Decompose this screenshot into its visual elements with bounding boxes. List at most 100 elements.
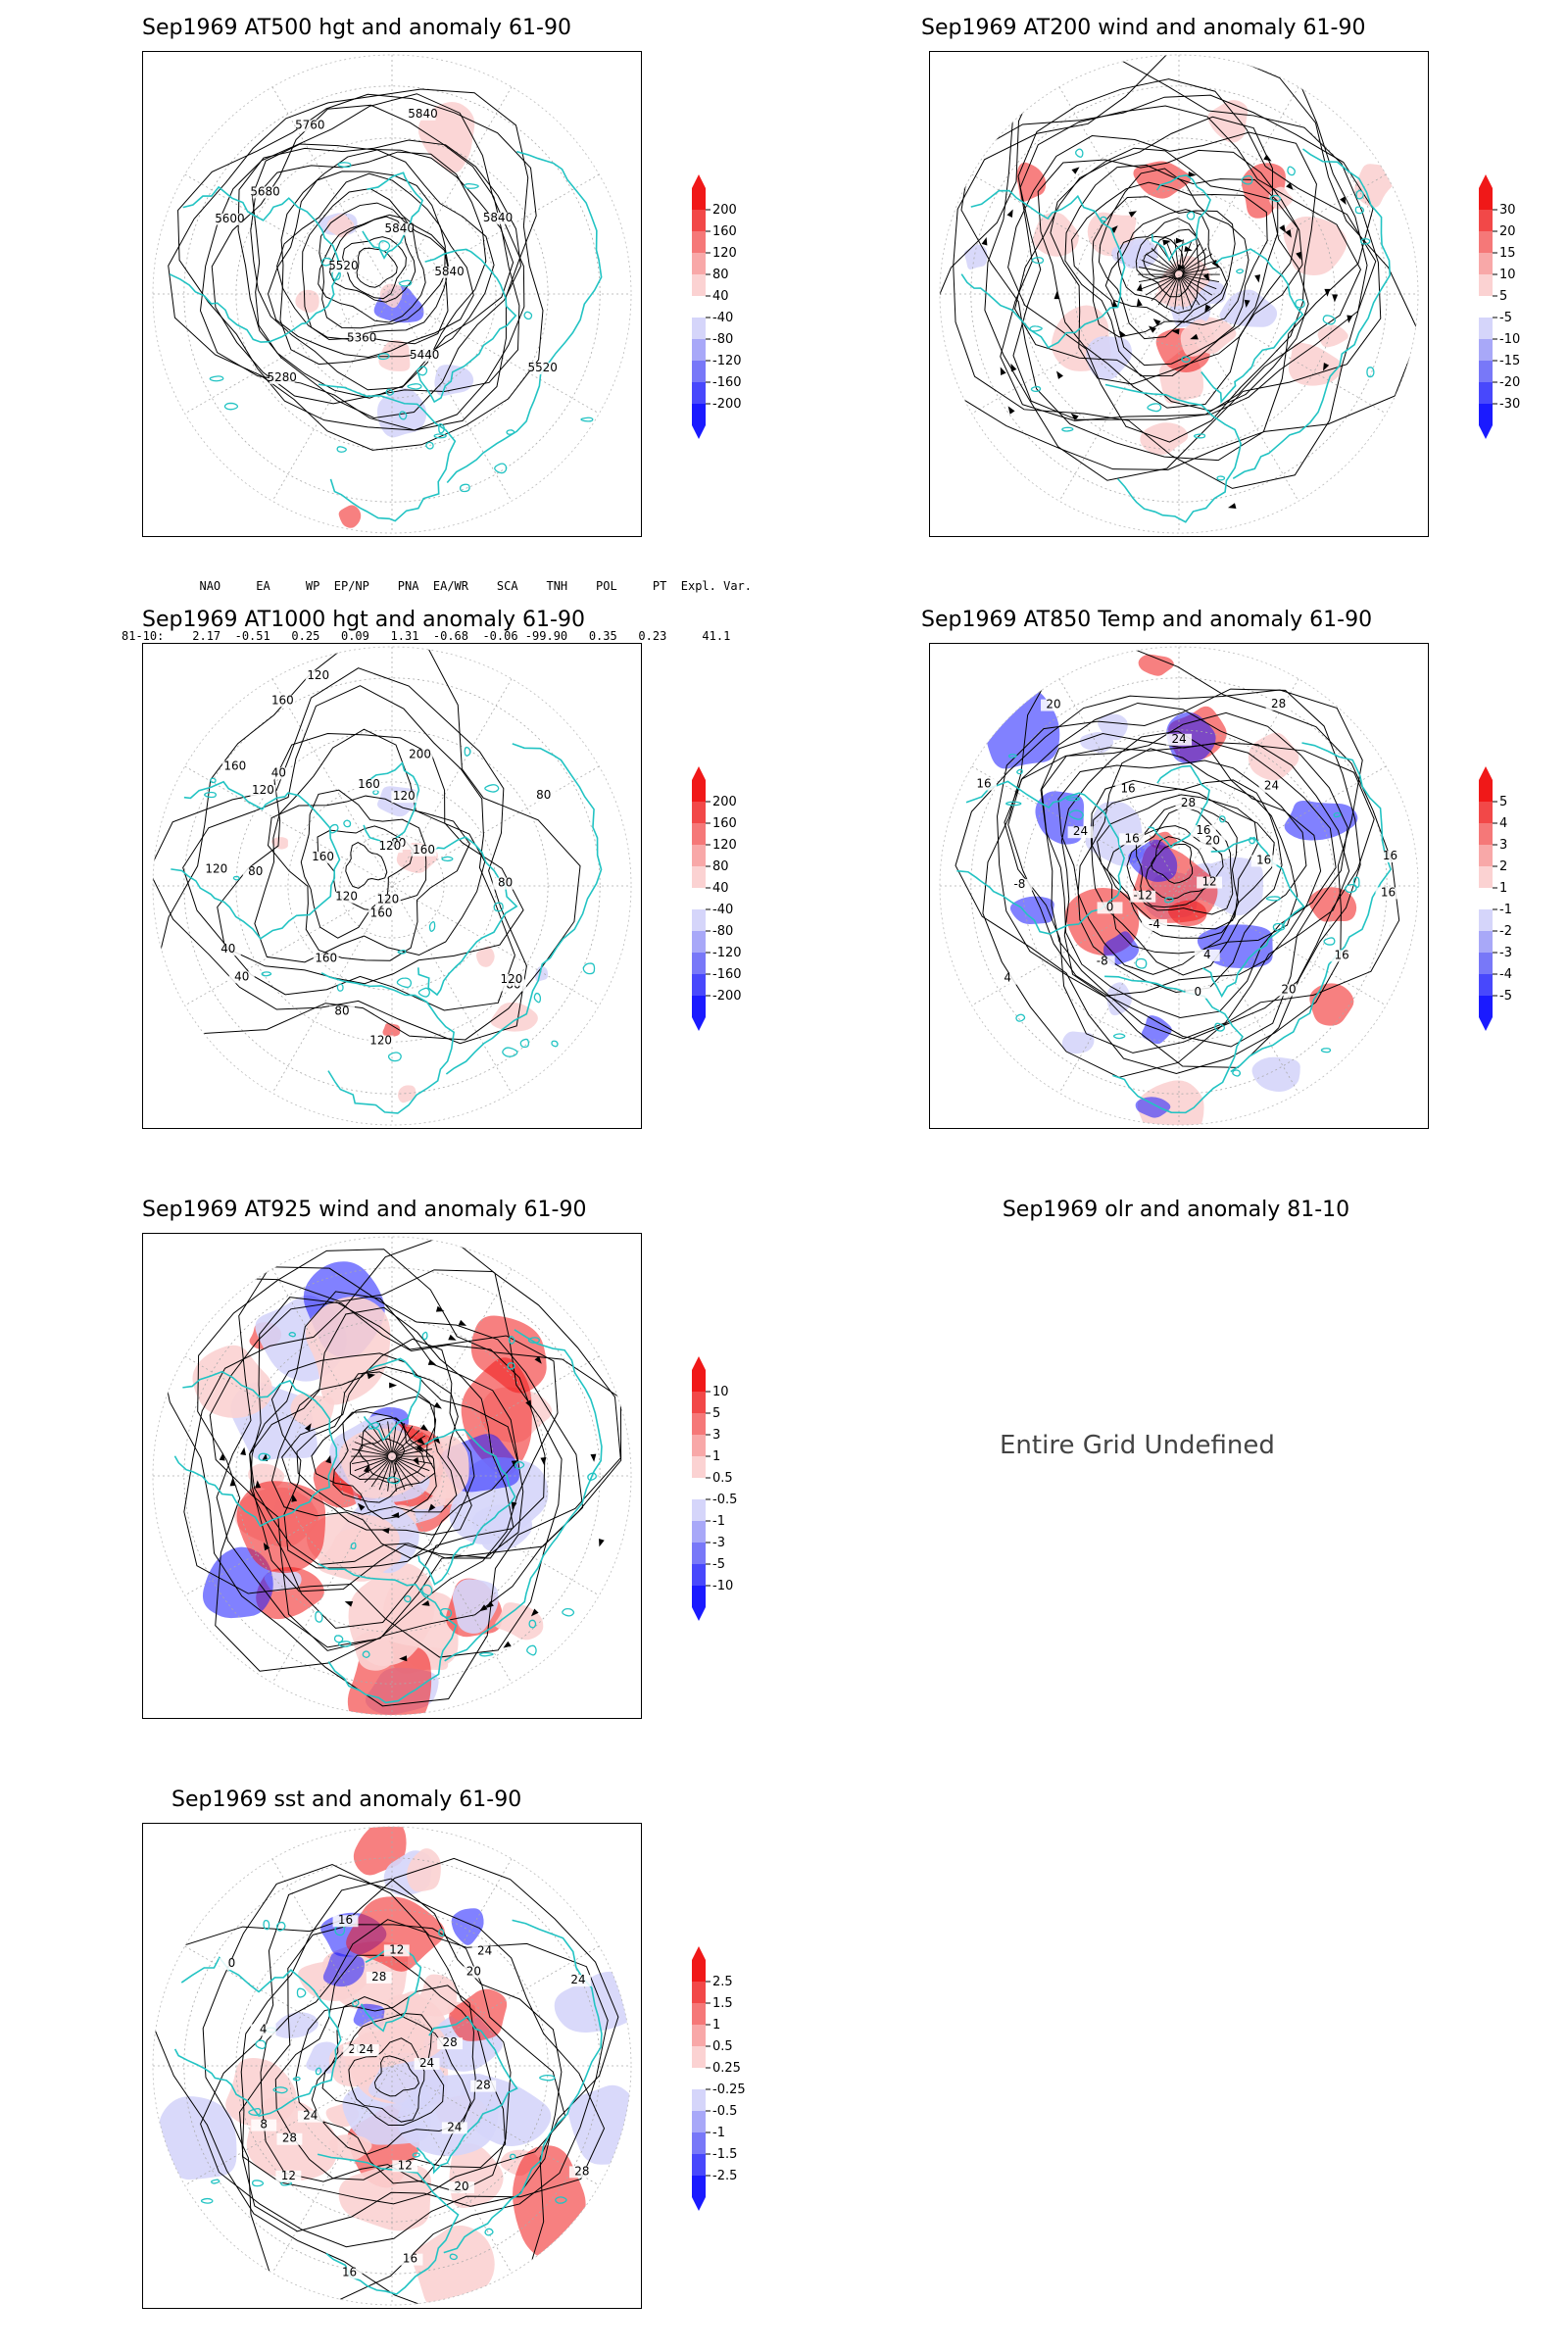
island-coastline [1241, 174, 1253, 185]
contour-line [168, 88, 544, 451]
contour-line [1007, 711, 1348, 1048]
contour-label: 24 [419, 2056, 434, 2070]
flow-arrow [367, 1373, 376, 1380]
colorbar-tick-label: -1.5 [712, 2147, 737, 2162]
island-coastline [449, 2253, 458, 2261]
colorbar-segment [692, 974, 706, 996]
contour-label-background [485, 212, 511, 224]
streamline [209, 1301, 559, 1651]
colorbar-tick-label: -5 [1499, 311, 1512, 325]
contour-label-background [995, 972, 1021, 985]
flow-arrow [291, 1494, 298, 1502]
polar-map-at500: 5840 5520 5440 5360 5280 5520 5600 5680 5760 5840… [152, 54, 632, 534]
flow-arrow [1070, 413, 1079, 421]
island-coastline [252, 2180, 265, 2187]
island-coastline [1186, 211, 1196, 220]
contour-label: 16 [976, 776, 991, 790]
island-coastline [412, 2152, 420, 2158]
colorbar-bottom-arrow [1479, 1017, 1493, 1031]
contour-label-background [1119, 833, 1146, 846]
contour-label: 160 [413, 843, 435, 857]
island-coastline [1354, 206, 1365, 215]
contour-line [1004, 702, 1375, 1054]
colorbar-segment [1479, 996, 1493, 1017]
panel-title-at925: Sep1969 AT925 wind and anomaly 61-90 [142, 1198, 587, 1222]
contour-label-background [252, 186, 278, 199]
meridian-line [971, 765, 1387, 1006]
colorbar-tick-label: -200 [712, 397, 742, 412]
streamline [358, 1435, 390, 1455]
contour-label-background [1115, 783, 1142, 796]
map-at850: 16 12 16 20 4 0 -4 -8 -12 0 4 -8 24 16 16 16 20 24 28 28 16 2… [929, 643, 1429, 1129]
flow-arrow [1054, 291, 1060, 300]
africa-coastline [320, 972, 456, 1114]
contour-label-background [333, 891, 360, 904]
meridian-line [184, 1945, 600, 2186]
contour-label-background [1130, 890, 1156, 903]
meridian-line [271, 1858, 513, 2274]
contour-label: 28 [282, 2132, 297, 2145]
panel-title-sst: Sep1969 sst and anomaly 61-90 [172, 1788, 522, 1812]
positive-anomaly-area [490, 1002, 538, 1032]
streamline [281, 1366, 472, 1536]
contour-line [152, 646, 581, 1041]
contour-line [302, 188, 450, 341]
contour-label: 40 [234, 969, 249, 983]
contour-label-background [297, 2110, 323, 2123]
contour-label-background [386, 222, 413, 235]
flow-arrow [1136, 298, 1143, 307]
colorbar-segment [1479, 188, 1493, 210]
island-coastline [275, 1921, 286, 1932]
colorbar-segment [692, 2132, 706, 2154]
streamline [332, 1411, 436, 1503]
streamline [392, 1422, 406, 1453]
island-coastline [336, 983, 344, 992]
streamline [1141, 275, 1176, 290]
island-coastline [479, 1651, 494, 1657]
colorbar-segment [1479, 210, 1493, 231]
africa-coastline [317, 2153, 460, 2295]
flow-arrow [1175, 237, 1184, 244]
contour-label: 28 [371, 1970, 386, 1984]
colorbar-tick-label: 15 [1499, 246, 1516, 261]
island-coastline [387, 1476, 401, 1485]
map-at1000: 8080120120160120160801204040801201601201… [142, 643, 642, 1129]
colorbar-tick-label: -30 [1499, 397, 1520, 412]
europe-coastline [417, 1429, 516, 1586]
island-coastline [210, 777, 217, 784]
island-coastline [1068, 809, 1084, 820]
contour-label-background [471, 1945, 498, 1958]
island-coastline [428, 920, 436, 932]
streamline [1135, 228, 1200, 298]
map-content-at1000 [152, 646, 632, 1126]
asia-coastline [443, 1919, 603, 2254]
island-coastline [1181, 356, 1191, 364]
contour-label: 160 [315, 951, 337, 964]
colorbar-tick-label: 0.25 [712, 2061, 741, 2076]
island-coastline [425, 441, 434, 450]
colorbar-tick-label: -120 [712, 354, 742, 368]
island-coastline [417, 987, 430, 998]
island-coastline [416, 366, 428, 376]
contour-label-background [529, 363, 556, 375]
streamline [1182, 274, 1219, 282]
island-coastline [1295, 299, 1305, 309]
colorbar-segment [692, 909, 706, 931]
latitude-circle [183, 1267, 601, 1685]
contour-label-background [250, 784, 276, 797]
meridian-line [971, 765, 1387, 1006]
contour-label-background [366, 1971, 392, 1984]
colorbar-tick-label: 2 [1499, 859, 1507, 874]
contour-label: 120 [501, 972, 523, 986]
colorbar-tick-label: -3 [1499, 946, 1512, 960]
contour-label: 16 [1120, 782, 1135, 796]
island-coastline [582, 962, 596, 975]
colorbar-segment [692, 2111, 706, 2132]
colorbar-segment [1479, 318, 1493, 339]
colorbar-tick-label: -10 [712, 1579, 733, 1593]
flow-arrow [381, 1527, 390, 1534]
island-coastline [508, 1336, 515, 1345]
contour-label-background [383, 1944, 410, 1957]
island-coastline [232, 875, 240, 881]
contour-label: 20 [1281, 982, 1296, 996]
